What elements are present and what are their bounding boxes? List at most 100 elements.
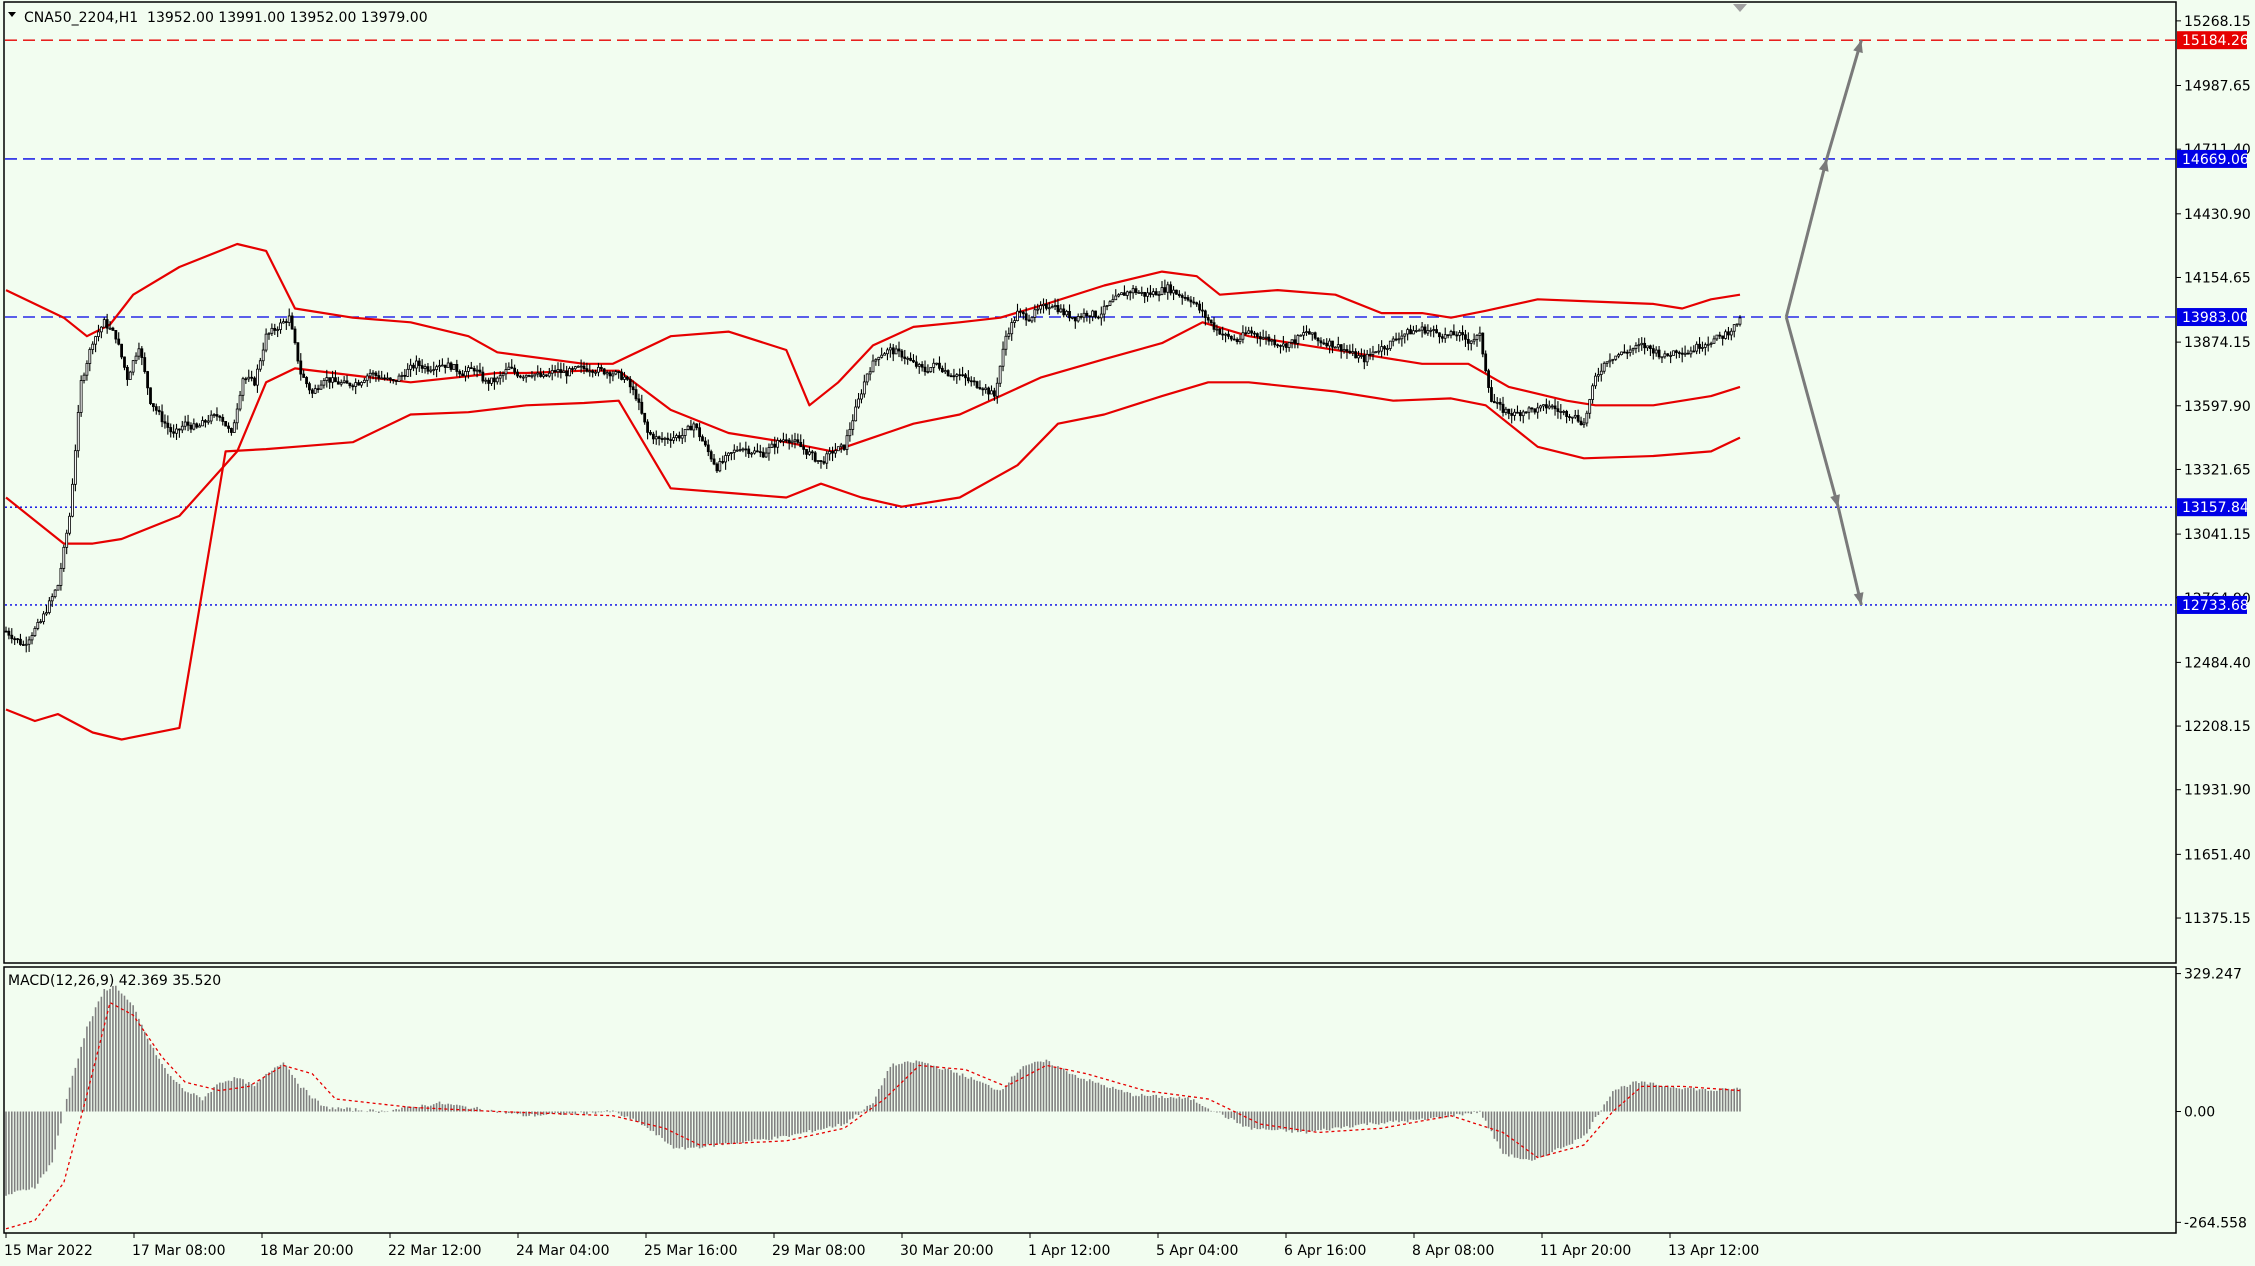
candle-body	[157, 409, 161, 413]
candle-body	[1198, 303, 1201, 311]
candle-body	[787, 439, 791, 444]
candle-body	[1302, 332, 1306, 336]
candle-body	[458, 371, 462, 375]
candle-body	[172, 431, 176, 434]
candle-body	[1452, 331, 1456, 336]
candle-body	[972, 380, 976, 383]
candle-body	[1183, 297, 1187, 299]
candle-body	[290, 315, 294, 330]
candle-body	[1076, 316, 1080, 322]
candle-body	[822, 461, 826, 464]
candle-body	[253, 377, 256, 386]
candle-body	[1553, 405, 1557, 410]
candle-body	[423, 366, 427, 369]
candle-body	[1599, 370, 1603, 375]
candle-body	[1617, 354, 1621, 357]
price-tick-label: 12208.15	[2184, 719, 2251, 735]
candle-body	[516, 371, 519, 377]
candle-body	[744, 448, 748, 451]
candle-body	[1513, 411, 1516, 416]
candle-body	[339, 382, 343, 385]
price-tick-label: 13041.15	[2184, 527, 2251, 543]
candle-body	[331, 377, 334, 383]
candle-body	[562, 370, 566, 373]
candle-body	[244, 378, 248, 381]
shift-marker-icon[interactable]	[1733, 4, 1747, 12]
candle-body	[1698, 343, 1701, 349]
candle-body	[1666, 353, 1670, 356]
candle-body	[487, 379, 491, 384]
candle-body	[831, 451, 834, 454]
candle-body	[819, 460, 823, 462]
candle-body	[1030, 316, 1034, 322]
candle-body	[88, 349, 92, 364]
candle-body	[1261, 337, 1265, 340]
candle-body	[834, 450, 837, 454]
candle-body	[1099, 313, 1103, 319]
candle-body	[302, 373, 306, 378]
candle-body	[82, 374, 86, 381]
candle-body	[1527, 407, 1531, 413]
candle-body	[680, 435, 684, 439]
candle-body	[1611, 358, 1615, 361]
candle-body	[683, 428, 687, 436]
bollinger-bands	[5, 242, 1741, 741]
candle-body	[1362, 355, 1366, 363]
forecast-segment	[1825, 39, 1863, 160]
candle-body	[1663, 353, 1667, 358]
candle-body	[1646, 345, 1649, 349]
candle-body	[1036, 308, 1040, 311]
candle-body	[1004, 335, 1008, 350]
candle-body	[27, 639, 31, 645]
candle-body	[504, 369, 508, 375]
candle-body	[1258, 336, 1262, 340]
candle-body	[227, 425, 230, 429]
candle-body	[793, 439, 797, 442]
price-tick-label: 13321.65	[2184, 462, 2251, 478]
candle-body	[1383, 346, 1386, 350]
candle-body	[727, 452, 730, 456]
level-badge-label: 14669.06	[2182, 152, 2249, 168]
candle-body	[608, 372, 612, 377]
candle-body	[1091, 310, 1095, 317]
candle-body	[1721, 335, 1725, 339]
symbol-dropdown-icon[interactable]	[8, 12, 16, 17]
candle-body	[1270, 339, 1274, 342]
time-tick-label: 22 Mar 12:00	[388, 1243, 481, 1259]
candle-body	[24, 643, 28, 646]
time-tick-label: 13 Apr 12:00	[1668, 1243, 1759, 1259]
candle-body	[857, 398, 860, 408]
candle-body	[264, 333, 268, 351]
candle-body	[1695, 343, 1699, 352]
candle-body	[1435, 329, 1438, 334]
candle-body	[513, 367, 517, 373]
candle-body	[131, 360, 135, 373]
candle-body	[689, 425, 693, 431]
candle-body	[1227, 333, 1230, 337]
candle-body	[649, 432, 652, 435]
bollinger-upper-band	[5, 242, 1741, 407]
candle-body	[571, 368, 574, 370]
level-badges: 15184.26 14669.06 13983.00 13157.84 12733.68	[2177, 31, 2249, 614]
candle-body	[917, 364, 921, 367]
candle-body	[1507, 408, 1511, 414]
candle-body	[143, 357, 147, 372]
candle-body	[1620, 351, 1623, 356]
candle-body	[975, 381, 979, 388]
main-pane-frame	[3, 1, 2177, 964]
candle-body	[498, 375, 502, 379]
candle-body	[784, 439, 788, 442]
candle-body	[1357, 355, 1360, 359]
candle-body	[839, 444, 843, 448]
candle-body	[466, 367, 470, 372]
candle-body	[1715, 334, 1719, 340]
candle-body	[779, 440, 782, 442]
candle-body	[1394, 338, 1398, 341]
candle-body	[386, 377, 389, 380]
candle-body	[545, 374, 548, 377]
candle-body	[1403, 333, 1407, 337]
candle-body	[1709, 342, 1713, 345]
candle-body	[1241, 332, 1245, 340]
candle-body	[1475, 334, 1479, 340]
